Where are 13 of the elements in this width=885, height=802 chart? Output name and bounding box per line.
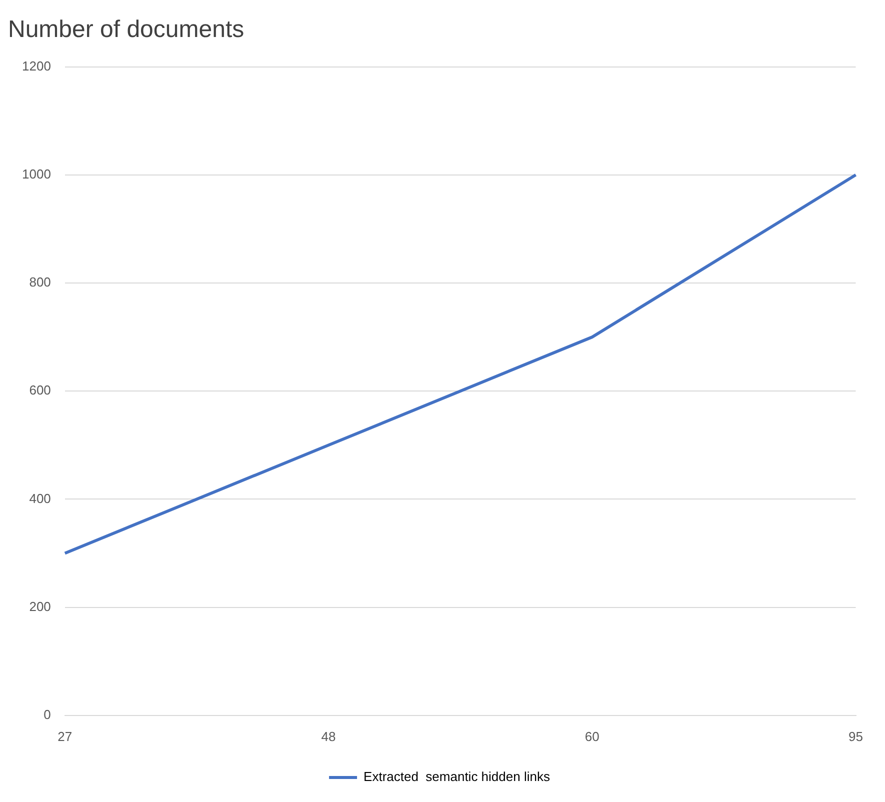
y-tick-label: 200 xyxy=(29,598,51,614)
y-tick-label: 800 xyxy=(29,274,51,290)
y-tick-label: 400 xyxy=(29,490,51,506)
x-tick-label: 95 xyxy=(848,728,864,744)
legend-label: Extracted semantic hidden links xyxy=(364,769,550,784)
y-tick-label: 1000 xyxy=(22,166,51,182)
y-tick-label: 600 xyxy=(29,382,51,398)
x-tick-label: 27 xyxy=(58,728,72,744)
y-tick-label: 1200 xyxy=(22,58,51,74)
chart-title: Number of documents xyxy=(8,16,244,44)
x-tick-label: 48 xyxy=(321,728,336,744)
y-tick-label: 0 xyxy=(44,706,51,722)
x-tick-label: 60 xyxy=(584,728,600,744)
